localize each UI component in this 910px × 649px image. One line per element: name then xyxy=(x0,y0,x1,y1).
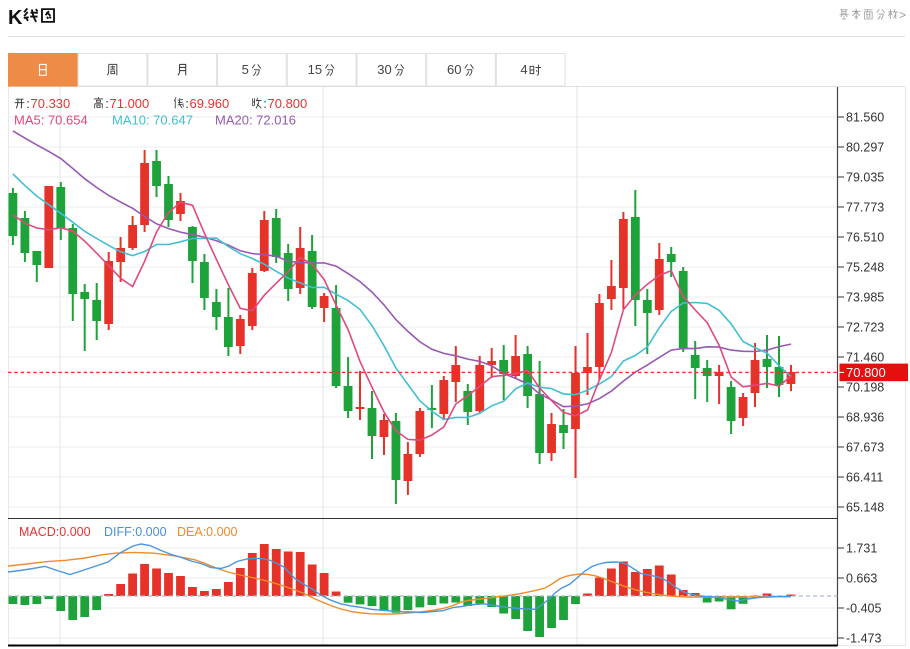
svg-text:K: K xyxy=(8,7,23,29)
svg-text:-1.473: -1.473 xyxy=(846,631,881,645)
svg-text:71.000: 71.000 xyxy=(110,96,150,111)
svg-text:MACD:0.000: MACD:0.000 xyxy=(19,525,91,539)
svg-text:76.510: 76.510 xyxy=(846,230,884,244)
svg-text:73.985: 73.985 xyxy=(846,290,884,304)
svg-text:77.773: 77.773 xyxy=(846,200,884,214)
svg-text:60: 60 xyxy=(447,62,461,77)
svg-text:DIFF:0.000: DIFF:0.000 xyxy=(104,525,167,539)
svg-text:80.297: 80.297 xyxy=(846,140,884,154)
svg-text:68.936: 68.936 xyxy=(846,410,884,424)
svg-text::: : xyxy=(185,96,189,111)
svg-text::: : xyxy=(105,96,109,111)
svg-text:72.723: 72.723 xyxy=(846,320,884,334)
svg-text:69.960: 69.960 xyxy=(190,96,230,111)
svg-text:15: 15 xyxy=(308,62,322,77)
svg-text:MA10: 70.647: MA10: 70.647 xyxy=(112,113,193,128)
svg-text:70.800: 70.800 xyxy=(268,96,308,111)
svg-text:66.411: 66.411 xyxy=(846,470,883,484)
svg-text:71.460: 71.460 xyxy=(846,350,884,364)
svg-text:70.330: 70.330 xyxy=(31,96,71,111)
svg-text:MA5: 70.654: MA5: 70.654 xyxy=(14,113,88,128)
svg-text:67.673: 67.673 xyxy=(846,440,884,454)
svg-text:0.663: 0.663 xyxy=(846,571,877,585)
svg-text:DEA:0.000: DEA:0.000 xyxy=(177,525,238,539)
svg-text:70.800: 70.800 xyxy=(846,365,886,380)
svg-text:79.035: 79.035 xyxy=(846,170,884,184)
svg-text:70.198: 70.198 xyxy=(846,380,884,394)
svg-text:>: > xyxy=(899,8,906,22)
svg-text:MA20: 72.016: MA20: 72.016 xyxy=(215,113,296,128)
svg-text:-0.405: -0.405 xyxy=(846,601,881,615)
svg-text:4: 4 xyxy=(520,62,527,77)
svg-text:65.148: 65.148 xyxy=(846,500,884,514)
svg-text:81.560: 81.560 xyxy=(846,110,884,124)
svg-text::: : xyxy=(26,96,30,111)
svg-text::: : xyxy=(263,96,267,111)
svg-text:30: 30 xyxy=(377,62,391,77)
svg-text:1.731: 1.731 xyxy=(846,541,877,555)
svg-text:5: 5 xyxy=(242,62,249,77)
svg-text:75.248: 75.248 xyxy=(846,260,884,274)
